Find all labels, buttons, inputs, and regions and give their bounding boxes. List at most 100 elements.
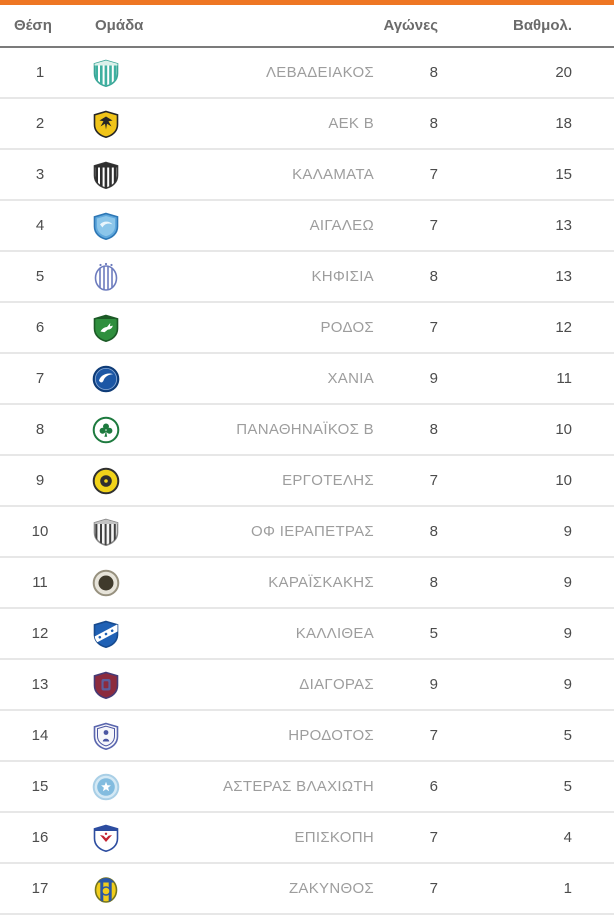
col-header-games: Αγώνες <box>383 17 438 34</box>
table-row[interactable]: 8 ΠΑΝΑΘΗΝΑΪΚΟΣ Β 8 10 <box>0 405 614 456</box>
table-row[interactable]: 4 ΑΙΓΑΛΕΩ 7 13 <box>0 201 614 252</box>
team-name: ΡΟΔΟΣ <box>320 319 374 336</box>
games-cell: 5 <box>429 625 438 642</box>
team-name: ΔΙΑΓΟΡΑΣ <box>299 676 374 693</box>
aigaleo-crest-icon <box>93 212 119 240</box>
aek-b-crest-icon <box>93 110 119 138</box>
games-cell: 7 <box>429 880 438 897</box>
position-cell: 4 <box>35 217 45 234</box>
table-row[interactable]: 13 ΔΙΑΓΟΡΑΣ 9 9 <box>0 660 614 711</box>
points-cell: 9 <box>563 523 572 540</box>
table-row[interactable]: 15 ΑΣΤΕΡΑΣ ΒΛΑΧΙΩΤΗ 6 5 <box>0 762 614 813</box>
table-row[interactable]: 14 ΗΡΟΔΟΤΟΣ 7 5 <box>0 711 614 762</box>
team-name: ΧΑΝΙΑ <box>327 370 374 387</box>
position-cell: 9 <box>35 472 45 489</box>
points-cell: 12 <box>555 319 572 336</box>
points-cell: 15 <box>555 166 572 183</box>
karaiskakis-crest-icon <box>92 569 120 596</box>
team-logo <box>80 762 132 811</box>
team-logo <box>80 864 132 913</box>
table-row[interactable]: 12 ΚΑΛΛΙΘΕΑ 5 9 <box>0 609 614 660</box>
games-cell: 7 <box>429 319 438 336</box>
table-row[interactable]: 11 ΚΑΡΑΪΣΚΑΚΗΣ 8 9 <box>0 558 614 609</box>
team-name: ΑΣΤΕΡΑΣ ΒΛΑΧΙΩΤΗ <box>223 778 374 795</box>
points-cell: 10 <box>555 472 572 489</box>
col-header-points: Βαθμολ. <box>512 17 572 34</box>
episkopi-crest-icon <box>93 824 119 852</box>
team-logo <box>80 99 132 148</box>
chania-crest-icon <box>92 365 120 392</box>
table-row[interactable]: 9 ΕΡΓΟΤΕΛΗΣ 7 10 <box>0 456 614 507</box>
team-logo <box>80 405 132 454</box>
games-cell: 8 <box>429 523 438 540</box>
position-cell: 15 <box>31 778 49 795</box>
table-row[interactable]: 7 ΧΑΝΙΑ 9 11 <box>0 354 614 405</box>
table-row[interactable]: 5 ΚΗΦΙΣΙΑ 8 13 <box>0 252 614 303</box>
position-cell: 14 <box>31 727 49 744</box>
col-header-position: Θέση <box>14 17 52 34</box>
points-cell: 4 <box>563 829 572 846</box>
team-logo <box>80 813 132 862</box>
games-cell: 8 <box>429 115 438 132</box>
team-logo <box>80 609 132 658</box>
team-logo <box>80 354 132 403</box>
levadiakos-crest-icon <box>93 59 119 87</box>
points-cell: 1 <box>563 880 572 897</box>
kalamata-crest-icon <box>93 161 119 189</box>
team-logo <box>80 252 132 301</box>
games-cell: 7 <box>429 829 438 846</box>
games-cell: 8 <box>429 64 438 81</box>
team-logo <box>80 48 132 97</box>
team-name: ΕΡΓΟΤΕΛΗΣ <box>282 472 374 489</box>
irodotos-crest-icon <box>93 722 119 750</box>
games-cell: 6 <box>429 778 438 795</box>
games-cell: 7 <box>429 727 438 744</box>
team-logo <box>80 558 132 607</box>
team-name: ΚΑΛΑΜΑΤΑ <box>292 166 374 183</box>
team-name: ΖΑΚΥΝΘΟΣ <box>288 880 374 897</box>
table-row[interactable]: 10 ΟΦ ΙΕΡΑΠΕΤΡΑΣ 8 9 <box>0 507 614 558</box>
table-header: Θέση Ομάδα Αγώνες Βαθμολ. <box>0 5 614 48</box>
position-cell: 2 <box>35 115 45 132</box>
position-cell: 12 <box>31 625 49 642</box>
table-body: 1 ΛΕΒΑΔΕΙΑΚΟΣ 8 20 2 ΑΕΚ Β 8 18 3 ΚΑΛΑΜΑ… <box>0 48 614 915</box>
panathinaikos-b-crest-icon <box>92 416 120 443</box>
table-row[interactable]: 17 ΖΑΚΥΝΘΟΣ 7 1 <box>0 864 614 915</box>
position-cell: 17 <box>31 880 49 897</box>
points-cell: 5 <box>563 727 572 744</box>
points-cell: 20 <box>555 64 572 81</box>
points-cell: 5 <box>563 778 572 795</box>
table-row[interactable]: 3 ΚΑΛΑΜΑΤΑ 7 15 <box>0 150 614 201</box>
position-cell: 11 <box>32 574 48 591</box>
team-name: ΛΕΒΑΔΕΙΑΚΟΣ <box>265 64 374 81</box>
ergotelis-crest-icon <box>92 467 120 494</box>
games-cell: 8 <box>429 421 438 438</box>
position-cell: 13 <box>31 676 49 693</box>
games-cell: 7 <box>429 166 438 183</box>
asteras-vlachioti-crest-icon <box>92 773 120 800</box>
games-cell: 9 <box>429 676 438 693</box>
position-cell: 10 <box>31 523 49 540</box>
team-name: ΚΑΡΑΪΣΚΑΚΗΣ <box>268 574 374 591</box>
team-logo <box>80 456 132 505</box>
points-cell: 18 <box>555 115 572 132</box>
points-cell: 13 <box>555 268 572 285</box>
team-name: ΑΕΚ Β <box>328 115 374 132</box>
points-cell: 9 <box>563 625 572 642</box>
table-row[interactable]: 2 ΑΕΚ Β 8 18 <box>0 99 614 150</box>
table-row[interactable]: 16 ΕΠΙΣΚΟΠΗ 7 4 <box>0 813 614 864</box>
position-cell: 16 <box>31 829 49 846</box>
position-cell: 5 <box>35 268 45 285</box>
games-cell: 7 <box>429 217 438 234</box>
kallithea-crest-icon <box>93 620 119 648</box>
team-name: ΚΑΛΛΙΘΕΑ <box>295 625 374 642</box>
points-cell: 9 <box>563 676 572 693</box>
table-row[interactable]: 1 ΛΕΒΑΔΕΙΑΚΟΣ 8 20 <box>0 48 614 99</box>
games-cell: 9 <box>429 370 438 387</box>
team-logo <box>80 660 132 709</box>
table-row[interactable]: 6 ΡΟΔΟΣ 7 12 <box>0 303 614 354</box>
team-logo <box>80 711 132 760</box>
team-logo <box>80 201 132 250</box>
team-name: ΠΑΝΑΘΗΝΑΪΚΟΣ Β <box>236 421 374 438</box>
